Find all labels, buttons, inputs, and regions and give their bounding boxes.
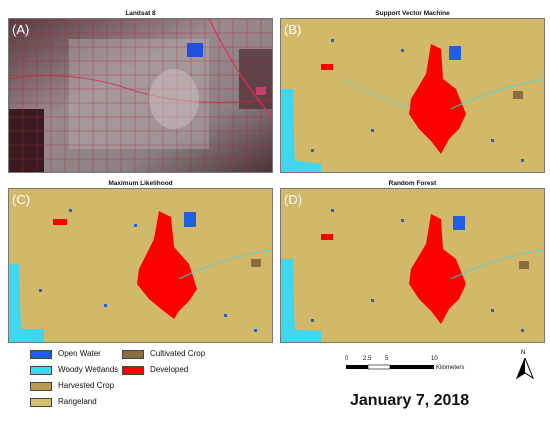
ml-classification [9,189,272,342]
scale-tick-10: 10 [431,356,438,362]
panel-d-letter: (D) [284,192,303,207]
landsat-image [9,19,272,172]
landsat-map: (A) [8,18,273,173]
panel-c-letter: (C) [12,192,31,207]
panel-a-title: Landsat 8 [125,10,156,17]
scale-tick-5: 5 [385,356,389,362]
panel-b-letter: (B) [284,22,302,37]
svm-map: (B) [280,18,545,173]
north-label: N [521,350,526,356]
scale-unit: Kilometers [436,365,465,371]
scale-bar-graphic [346,364,434,370]
panel-a-letter: (A) [12,22,30,37]
panel-d-title: Random Forest [388,180,437,187]
rf-map: (D) [280,188,545,343]
svm-classification [281,19,544,172]
panel-b-title: Support Vector Machine [375,10,450,17]
scale-bar: 0 2.5 5 10 Kilometers [345,356,495,378]
rf-classification [281,189,544,342]
scale-tick-2-5: 2.5 [363,356,372,362]
map-legend: Open Water Cultivated Crop Woody Wetland… [30,349,300,409]
ml-map: (C) [8,188,273,343]
north-arrow-icon: N [515,350,535,380]
scale-tick-0: 0 [345,356,349,362]
map-date: January 7, 2018 [350,392,470,409]
panel-c-title: Maximum Likelihood [108,180,173,187]
